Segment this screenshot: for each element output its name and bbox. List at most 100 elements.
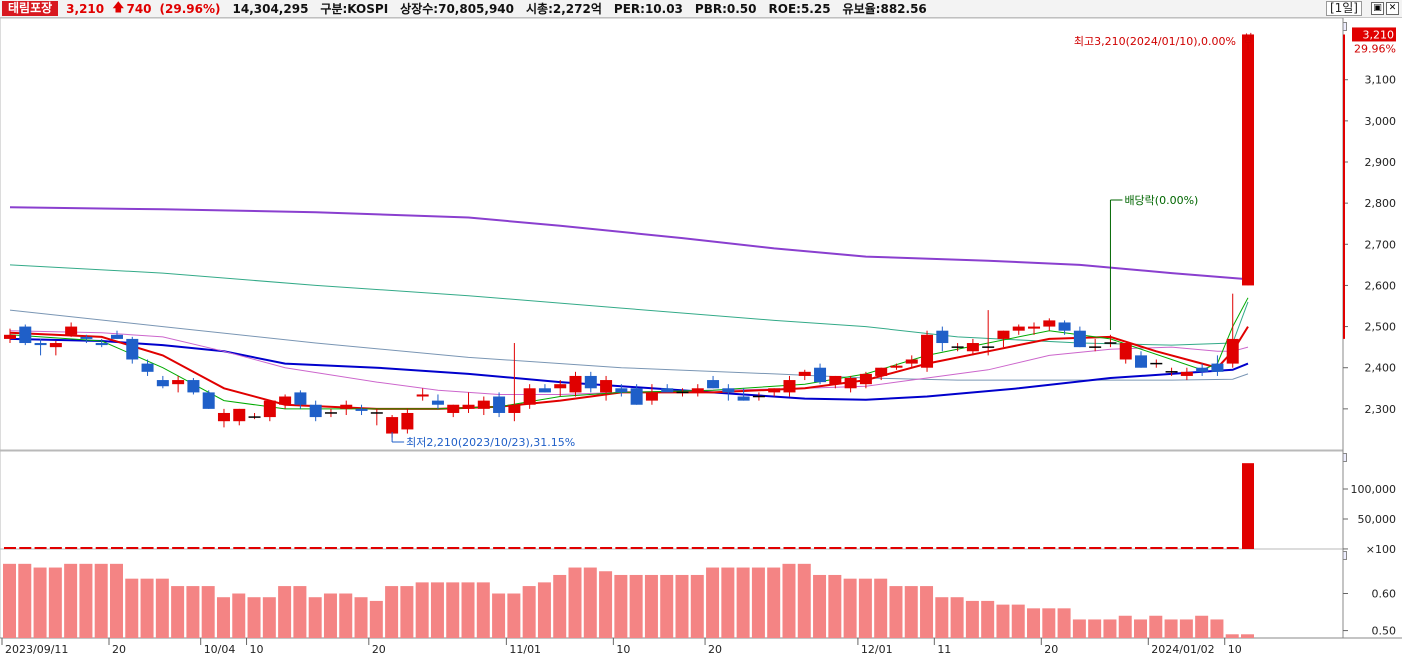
ma-line-8 <box>9 326 1249 410</box>
foreign-pane <box>0 548 1344 639</box>
candle-body <box>768 388 781 393</box>
legend-ma-120[interactable]: 120 <box>188 21 210 35</box>
candle-body <box>172 380 185 385</box>
legend-price-label[interactable]: 가격(수정) <box>11 22 61 35</box>
volume-bar <box>248 547 261 549</box>
foreign-bar <box>1027 608 1041 638</box>
stock-name[interactable]: 태림포장 <box>2 1 59 16</box>
volume-bar <box>890 547 903 549</box>
pane-close-icon[interactable] <box>1337 453 1347 462</box>
legend-ma-240[interactable]: 240 <box>221 21 243 35</box>
current-price-marker <box>1352 27 1396 42</box>
ma-legend: ▮ 5 ▮ 8 ▮ 20 ▮ 45 ▮ 60 ▮ 120 ▮ 240 <box>63 22 242 35</box>
foreign-bar <box>904 586 918 638</box>
price-pane <box>0 17 1344 451</box>
upper-limit-label: 상 <box>1243 32 1253 45</box>
reserve-ratio: 유보율:882.56 <box>842 2 927 16</box>
pane-minimize-icon[interactable] <box>1325 551 1335 560</box>
legend-ma-20[interactable]: 20 <box>110 21 125 35</box>
candle-body <box>661 388 674 393</box>
foreign-bar <box>415 582 429 638</box>
volume-bar <box>1180 547 1193 549</box>
foreign-bar <box>1057 608 1071 638</box>
candle-body <box>1058 322 1071 331</box>
candle-body <box>49 343 62 348</box>
foreign-bar <box>308 597 322 638</box>
volume-bar <box>707 547 720 549</box>
volume-bar <box>768 547 781 549</box>
ma-line-20 <box>9 330 1249 395</box>
roe: ROE:5.25 <box>768 1 831 16</box>
xtick-label: 2023/09/11 <box>5 643 68 656</box>
legend-foreign-label[interactable]: 외국인보유비중 <box>11 555 82 568</box>
candle-body <box>783 380 796 393</box>
high-annotation: 최고3,210(2024/01/10),0.00% <box>1074 35 1236 48</box>
per: PER:10.03 <box>613 1 683 16</box>
candle-body <box>386 417 399 434</box>
pane-minimize-icon[interactable] <box>1325 22 1335 31</box>
foreign-bar <box>461 582 475 638</box>
candle-body <box>554 384 567 389</box>
volume-bar <box>80 547 93 549</box>
pbr: PBR:0.50 <box>694 1 757 16</box>
restore-icon[interactable]: ▣ <box>1371 2 1384 15</box>
candle-body <box>477 400 490 409</box>
legend-ma-45[interactable]: 45 <box>136 21 151 35</box>
foreign-bar <box>369 600 383 638</box>
candle-body <box>1242 34 1254 286</box>
legend-ma-8[interactable]: 8 <box>91 21 99 35</box>
low-annotation: 최저2,210(2023/10/23),31.15% <box>406 436 575 449</box>
foreign-bar <box>568 567 582 638</box>
volume-bar <box>875 547 888 549</box>
foreign-bar <box>1225 634 1239 638</box>
legend-volume-label[interactable]: 거래량 <box>11 457 42 470</box>
foreign-bar <box>935 597 949 638</box>
candle-body <box>493 396 506 413</box>
price-ytick-label: 2,800 <box>1365 197 1397 210</box>
foreign-bar <box>1195 615 1209 638</box>
candle-body <box>447 404 460 413</box>
volume-bar <box>661 547 674 549</box>
candle-body <box>1180 371 1193 376</box>
period-selector[interactable]: [1일] <box>1325 1 1362 16</box>
xtick-label: 11 <box>937 643 951 656</box>
volume-bar <box>49 547 62 549</box>
candle-body <box>110 334 123 339</box>
legend-ma-60[interactable]: 60 <box>162 21 177 35</box>
candle-body <box>814 367 827 383</box>
volume-bar <box>294 547 307 549</box>
price-ytick-label: 3,000 <box>1365 115 1397 128</box>
pane-close-icon[interactable] <box>1337 22 1347 31</box>
candle-body <box>80 336 93 339</box>
legend-marker-icon: ▮ <box>212 21 219 35</box>
candle-body <box>202 392 215 409</box>
foreign-bar <box>247 597 261 638</box>
volume-bar <box>584 547 597 549</box>
candle-body <box>737 396 750 401</box>
volume-bar <box>477 547 490 549</box>
candle-body <box>1196 367 1209 372</box>
foreign-bar <box>171 586 185 638</box>
foreign-ytick-label: 0.50 <box>1372 625 1397 638</box>
foreign-bar <box>1118 615 1132 638</box>
current-price: 3,210 <box>66 1 105 16</box>
legend-marker-icon: ▮ <box>2 456 9 470</box>
foreign-bar <box>660 574 674 638</box>
pane-minimize-icon[interactable] <box>1325 453 1335 462</box>
foreign-ytick-label: 0.60 <box>1372 588 1397 601</box>
legend-ma-5[interactable]: 5 <box>72 21 80 35</box>
candle-body <box>722 388 735 393</box>
foreign-bar <box>1149 615 1163 638</box>
legend-event-label[interactable]: 락 <box>254 22 265 35</box>
volume-bar <box>324 547 337 549</box>
close-icon[interactable]: ✕ <box>1386 2 1399 15</box>
foreign-bar <box>950 597 964 638</box>
candle-body <box>584 375 597 389</box>
pane-close-icon[interactable] <box>1337 551 1347 560</box>
volume-bar <box>110 547 123 549</box>
foreign-bar <box>492 593 506 638</box>
volume-bar <box>34 547 47 549</box>
candle-body <box>1119 343 1132 360</box>
candle-body <box>65 326 78 335</box>
